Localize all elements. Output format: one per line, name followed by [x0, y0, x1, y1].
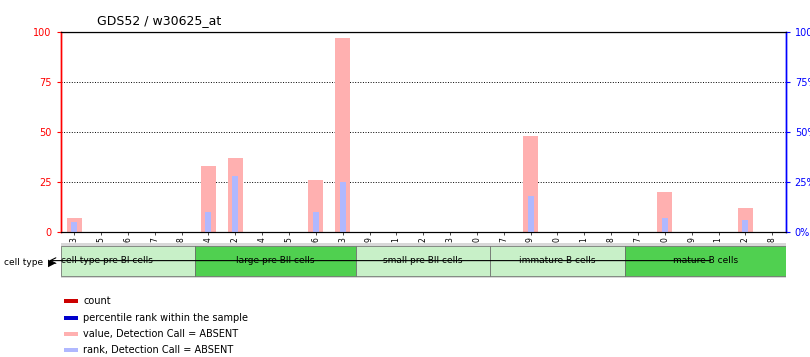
Bar	[71, 222, 77, 232]
Text: small pre-BII cells: small pre-BII cells	[383, 256, 463, 265]
Bar	[738, 208, 752, 232]
Text: large pre-BII cells: large pre-BII cells	[237, 256, 315, 265]
Bar	[61, 246, 195, 276]
Bar	[66, 218, 82, 232]
Text: percentile rank within the sample: percentile rank within the sample	[83, 313, 249, 323]
Bar	[201, 166, 215, 232]
Bar	[658, 192, 672, 232]
Bar	[313, 212, 319, 232]
Bar	[309, 180, 323, 232]
Bar	[335, 38, 350, 232]
Text: mature B cells: mature B cells	[672, 256, 738, 265]
Bar	[232, 176, 238, 232]
Bar	[625, 246, 786, 276]
Text: cell type: cell type	[62, 256, 100, 265]
Bar	[206, 212, 211, 232]
Text: GDS52 / w30625_at: GDS52 / w30625_at	[97, 14, 221, 27]
Bar	[63, 316, 78, 320]
Bar	[356, 246, 490, 276]
Bar	[490, 246, 625, 276]
Text: value, Detection Call = ABSENT: value, Detection Call = ABSENT	[83, 329, 239, 339]
Bar	[63, 332, 78, 336]
Bar	[743, 220, 748, 232]
Text: pre-BI cells: pre-BI cells	[103, 256, 153, 265]
Text: rank, Detection Call = ABSENT: rank, Detection Call = ABSENT	[83, 345, 233, 355]
Bar	[523, 136, 538, 232]
Text: cell type: cell type	[4, 258, 43, 267]
Text: immature B cells: immature B cells	[519, 256, 595, 265]
Bar	[63, 348, 78, 352]
Bar	[662, 218, 667, 232]
Bar	[63, 299, 78, 303]
Text: count: count	[83, 296, 111, 306]
Bar	[527, 196, 534, 232]
Bar	[228, 158, 243, 232]
Bar	[195, 246, 356, 276]
Text: ▶: ▶	[48, 257, 55, 267]
Bar	[339, 182, 346, 232]
